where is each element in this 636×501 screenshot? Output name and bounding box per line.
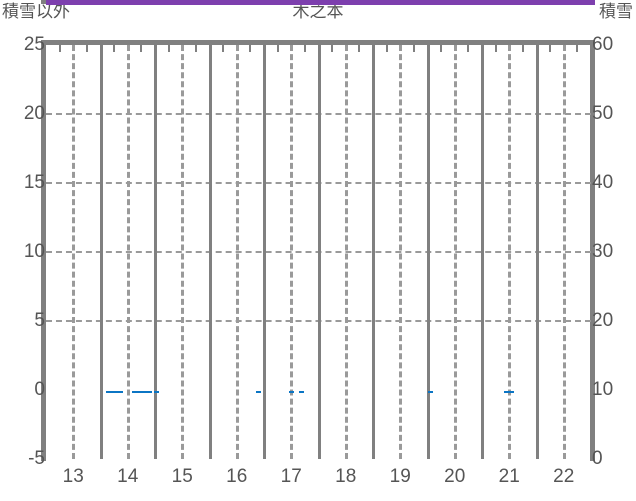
gridline-midday [562,45,566,459]
y-tick-label-left: 15 [23,172,45,193]
gridline-midday [453,45,457,459]
gridline-midday [508,45,512,459]
plot-frame-right [590,40,595,461]
gridline-day-boundary [426,45,430,459]
gridline-day-boundary [317,45,321,459]
gridline-midday [235,45,239,459]
plot-frame-left [41,40,46,461]
gridline-day-boundary [481,45,484,459]
x-tick-label: 21 [498,466,520,487]
axis-tick-top [85,45,88,52]
y-tick-label-right: 20 [592,310,614,331]
x-tick-label: 18 [335,466,357,487]
y-tick-label-right: 40 [592,172,614,193]
axis-tick-top [358,45,361,52]
axis-tick-top [167,45,170,52]
y-tick-label-left: 0 [34,379,45,400]
axis-tick-top [222,45,225,52]
axis-tick-top [140,45,143,52]
right-axis-title: 積雪 [599,2,633,21]
axis-tick-top [303,45,306,52]
gridline-day-boundary [208,45,212,459]
axis-tick-top [521,45,524,52]
axis-tick-top [331,45,334,52]
gridline-midday [72,45,76,459]
gridline-midday [181,45,185,459]
y-tick-label-left: 5 [34,310,45,331]
axis-tick-top [549,45,552,52]
y-axis-right: 60 50 40 30 20 10 0 [592,0,636,501]
x-tick-label: 19 [389,466,411,487]
axis-tick-top [194,45,197,52]
axis-tick-top [412,45,415,52]
y-tick-label-right: 50 [592,103,614,124]
x-tick-label: 15 [171,466,193,487]
y-tick-label-left: -5 [28,448,45,469]
y-axis-left: 25 20 15 10 5 0 -5 [0,0,45,501]
gridline-day-boundary [154,45,157,459]
y-tick-label-right: 10 [592,379,614,400]
y-tick-label-right: 60 [592,34,614,55]
axis-tick-top [467,45,470,52]
axis-tick-top [113,45,116,52]
y-tick-label-left: 20 [23,103,45,124]
y-tick-label-right: 30 [592,241,614,262]
axis-tick-top [276,45,279,52]
snow-depth-baseline [46,0,595,5]
axis-tick-top [494,45,497,52]
plot-frame-top [41,40,595,45]
gridline-day-boundary [535,45,539,459]
x-tick-label: 14 [117,466,139,487]
gridline-day-boundary [99,45,103,459]
y-tick-label-left: 10 [23,241,45,262]
x-tick-label: 16 [226,466,248,487]
gridline-midday [344,45,348,459]
gridline-midday [290,45,294,459]
left-axis-title: 積雪以外 [2,2,70,21]
y-tick-label-left: 25 [23,34,45,55]
chart-title: 木之本 [292,2,344,21]
axis-tick-top [58,45,61,52]
axis-tick-top [576,45,579,52]
gridline-day-boundary [263,45,266,459]
axis-tick-top [249,45,252,52]
gridline-midday [399,45,403,459]
x-tick-label: 17 [280,466,302,487]
x-tick-label: 20 [444,466,466,487]
axis-tick-top [385,45,388,52]
x-tick-label: 22 [553,466,575,487]
gridline-midday [126,45,130,459]
gridline-day-boundary [372,45,375,459]
y-tick-label-right: 0 [592,448,603,469]
axis-tick-top [440,45,443,52]
x-tick-label: 13 [62,466,84,487]
